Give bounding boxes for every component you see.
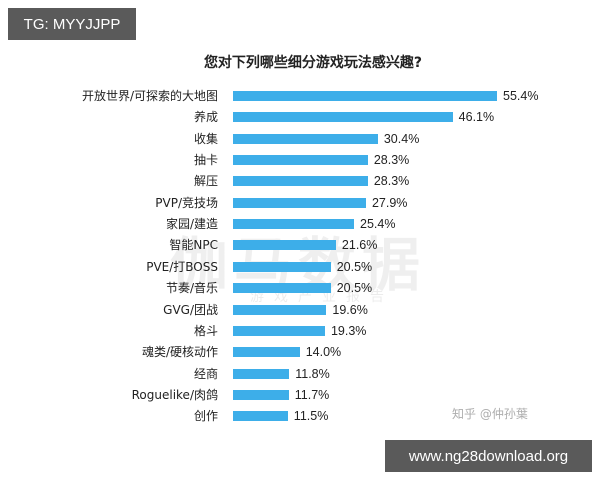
category-label: 智能NPC [169, 238, 218, 253]
bar-row: 解压 28.3% [0, 171, 600, 191]
category-label: PVP/竞技场 [155, 195, 218, 210]
value-label: 46.1% [458, 110, 495, 125]
category-label: 收集 [193, 131, 218, 146]
bar [233, 411, 288, 422]
author-credit: 知乎 @仲孙葉 [452, 407, 528, 421]
bar-row: 创作 11.5% [0, 406, 600, 426]
bar-row: PVP/竞技场 27.9% [0, 193, 600, 213]
category-label: 养成 [193, 110, 218, 125]
bar-row: 魂类/硬核动作 14.0% [0, 342, 600, 362]
tg-badge: TG: MYYJJPP [8, 8, 136, 40]
category-label: 创作 [193, 409, 218, 424]
bar-row: 经商 11.8% [0, 364, 600, 384]
bar [233, 112, 453, 123]
bar [233, 325, 325, 336]
value-label: 11.8% [295, 366, 330, 381]
value-label: 11.5% [293, 409, 329, 424]
bar-row: 开放世界/可探索的大地图 55.4% [0, 86, 600, 106]
bar [233, 368, 290, 379]
value-label: 30.4% [383, 131, 420, 146]
bar-row: 节奏/音乐 20.5% [0, 278, 600, 298]
url-badge: www.ng28download.org [385, 440, 592, 472]
category-label: 解压 [193, 174, 218, 189]
category-label: 节奏/音乐 [165, 281, 218, 296]
category-label: 开放世界/可探索的大地图 [81, 89, 218, 103]
bar-row: 格斗 19.3% [0, 321, 600, 341]
bar-row: 收集 30.4% [0, 129, 600, 149]
bar [233, 389, 289, 400]
value-label: 55.4% [503, 89, 539, 103]
value-label: 20.5% [336, 259, 373, 274]
category-label: 家园/建造 [165, 217, 218, 232]
bar [233, 240, 336, 251]
bar-row: 智能NPC 21.6% [0, 235, 600, 255]
bar [233, 133, 378, 144]
bar-row: 抽卡 28.3% [0, 150, 600, 170]
bar [233, 283, 331, 294]
bar-row: 养成 46.1% [0, 107, 600, 127]
bar-row: PVE/打BOSS 20.5% [0, 257, 600, 277]
bar [233, 197, 366, 208]
value-label: 14.0% [305, 345, 342, 360]
bar [233, 304, 327, 315]
value-label: 25.4% [360, 217, 396, 232]
category-label: 经商 [193, 366, 218, 381]
bar [233, 347, 300, 358]
bar-row: GVG/团战 19.6% [0, 300, 600, 320]
category-label: 抽卡 [193, 153, 218, 168]
value-label: 19.3% [330, 323, 367, 338]
value-label: 27.9% [371, 195, 408, 210]
chart-title: 您对下列哪些细分游戏玩法感兴趣? [203, 55, 423, 71]
value-label: 19.6% [332, 302, 368, 317]
value-label: 21.6% [341, 238, 378, 253]
bar-row: Roguelike/肉鸽 11.7% [0, 385, 600, 405]
value-label: 11.7% [294, 387, 330, 402]
bar [233, 261, 331, 272]
bar [233, 155, 368, 166]
bar [233, 219, 355, 230]
bar [233, 91, 497, 101]
value-label: 20.5% [336, 281, 373, 296]
category-label: 魂类/硬核动作 [141, 345, 218, 360]
bar-row: 家园/建造 25.4% [0, 214, 600, 234]
category-label: Roguelike/肉鸽 [131, 387, 218, 402]
category-label: 格斗 [193, 323, 218, 338]
value-label: 28.3% [373, 174, 410, 189]
bar [233, 176, 368, 187]
category-label: PVE/打BOSS [146, 259, 218, 274]
value-label: 28.3% [373, 153, 410, 168]
category-label: GVG/团战 [163, 302, 218, 317]
